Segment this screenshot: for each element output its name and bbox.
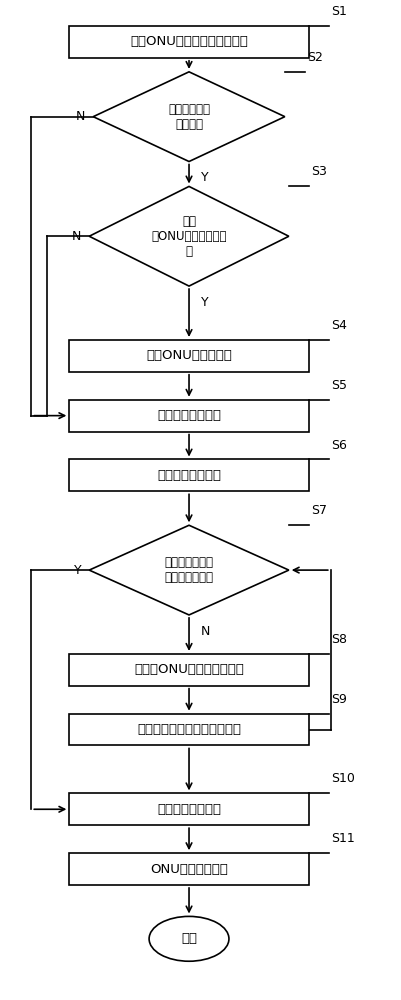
Bar xyxy=(69,26,308,58)
Text: N: N xyxy=(200,625,210,638)
Text: Y: Y xyxy=(200,296,208,309)
Text: 光链路的信号
是否消除: 光链路的信号 是否消除 xyxy=(168,103,209,131)
Text: 下行光信号是否
达到帧同步状态: 下行光信号是否 达到帧同步状态 xyxy=(164,556,213,584)
Text: S7: S7 xyxy=(310,504,326,517)
Text: 设置检测时长参数: 设置检测时长参数 xyxy=(157,469,221,482)
Polygon shape xyxy=(89,525,288,615)
Text: S4: S4 xyxy=(330,319,346,332)
Bar xyxy=(69,340,308,372)
Text: 更换检测时长参数: 更换检测时长参数 xyxy=(157,803,221,816)
Text: S8: S8 xyxy=(330,633,346,646)
Polygon shape xyxy=(89,186,288,286)
Bar xyxy=(69,654,308,686)
Bar xyxy=(69,400,308,432)
Bar xyxy=(69,714,308,745)
Text: S9: S9 xyxy=(330,693,346,706)
Bar xyxy=(69,459,308,491)
Bar xyxy=(69,853,308,885)
Text: N: N xyxy=(72,230,81,243)
Text: S11: S11 xyxy=(330,832,354,845)
Bar xyxy=(69,793,308,825)
Polygon shape xyxy=(93,72,284,162)
Text: Y: Y xyxy=(73,564,81,577)
Text: S6: S6 xyxy=(330,439,346,452)
Text: N: N xyxy=(76,110,85,123)
Text: S10: S10 xyxy=(330,772,354,785)
Text: 运行帧定界状态机: 运行帧定界状态机 xyxy=(157,409,221,422)
Text: 是否
在ONU上电启动时消
除: 是否 在ONU上电启动时消 除 xyxy=(151,215,226,258)
Text: 结束: 结束 xyxy=(180,932,196,945)
Text: S3: S3 xyxy=(310,165,326,178)
Text: 启动ONU，设置接入模式参数: 启动ONU，设置接入模式参数 xyxy=(130,35,247,48)
Ellipse shape xyxy=(149,916,229,961)
Text: S5: S5 xyxy=(330,379,346,392)
Text: Y: Y xyxy=(200,171,208,184)
Text: 设置ONU的接入模式: 设置ONU的接入模式 xyxy=(146,349,231,362)
Text: 更换将ONU当前的接入模式: 更换将ONU当前的接入模式 xyxy=(134,663,243,676)
Text: 增大预先设置的检测时长参数: 增大预先设置的检测时长参数 xyxy=(137,723,241,736)
Text: S2: S2 xyxy=(306,51,322,64)
Text: ONU进入正常待机: ONU进入正常待机 xyxy=(150,863,227,876)
Text: S1: S1 xyxy=(330,5,346,18)
